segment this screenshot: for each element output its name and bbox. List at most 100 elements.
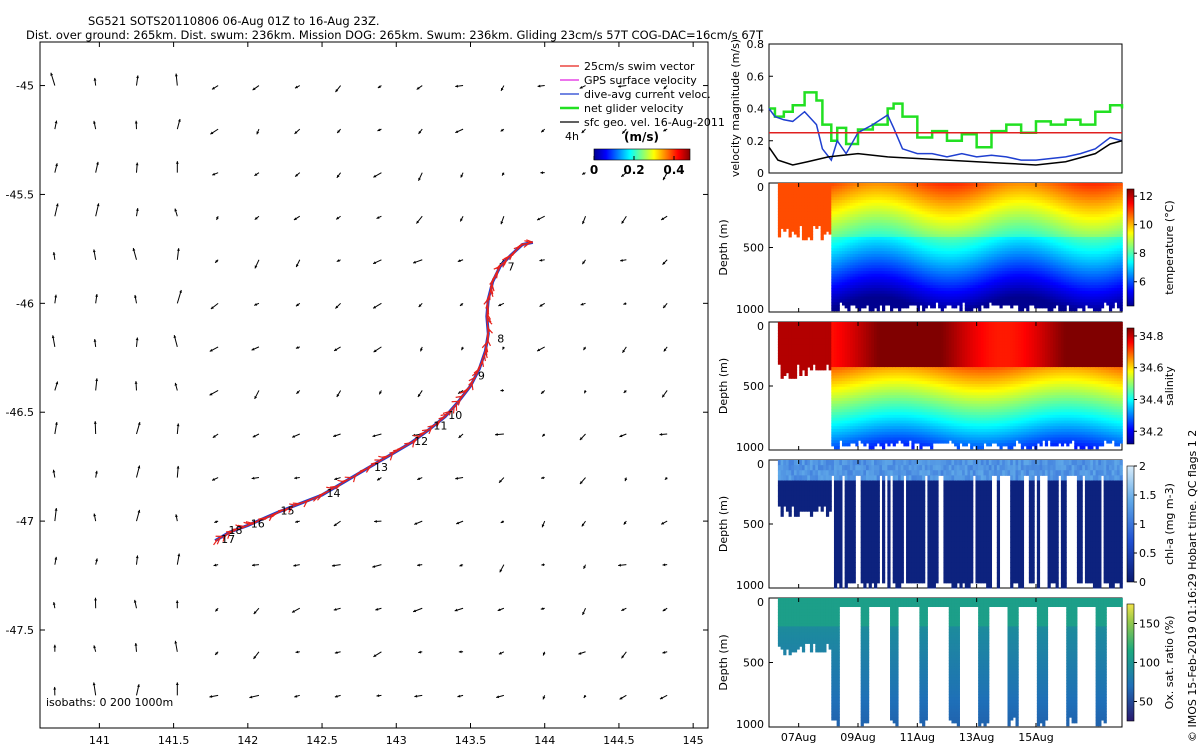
profile-sample [815,225,819,229]
geo-vector-head [96,161,99,165]
geo-vector-head [214,520,218,523]
geo-vector-head [623,302,627,305]
chart-title-line2: Dist. over ground: 265km. Dist. swum: 23… [26,28,763,42]
geo-vector-head [373,261,377,264]
geo-vector-head [500,128,504,132]
day-label-8: 8 [497,333,504,346]
geo-vector-head [331,564,335,567]
geo-vector-head [50,72,54,76]
geo-vector-head [216,216,219,220]
swim-vector [526,239,534,243]
geo-vector-head [253,611,257,614]
geo-vector-head [542,652,546,656]
geo-vector-head [334,694,338,698]
profile-sample [924,305,928,309]
profile-sample [804,236,808,241]
map-colorbar-title: (m/s) [624,130,659,144]
geo-vector-head [662,650,666,654]
geo-vector-head [54,556,58,560]
geo-vector-head [498,303,502,307]
geo-vector-head [502,172,505,176]
legend-4h-label: 4h [565,130,579,143]
geo-vector-head [55,381,59,385]
map-panel: 141 141.5 142 142.5 143 143.5 144 144.5 145-45-4… [6,41,725,747]
geo-vector-head [414,522,418,525]
geo-vector-head [624,478,628,482]
geo-vector-head [333,434,337,438]
map-xtick-label: 145 [683,734,704,747]
geo-vector-head [580,302,584,306]
profile-sample [959,305,963,309]
geo-vector-head [134,381,138,384]
map-ytick-label: -45.5 [6,188,34,201]
geo-vector-head [495,433,498,436]
geo-vector-head [579,481,583,485]
geo-vector-head [461,347,464,351]
geo-vector-head [541,390,544,394]
geo-vector-head [420,348,423,352]
profile-sample [1026,307,1030,312]
profile-sample [836,307,840,312]
geo-vector-head [662,394,665,398]
profile-sample [809,231,814,235]
geo-vector-head [333,607,337,611]
geo-vector-head [256,131,260,135]
geo-vector-head [418,304,422,308]
map-axes-frame [39,41,709,729]
geo-vector-head [52,469,56,473]
velocity-ylabel: velocity magnitude (m/s) [729,39,742,177]
velocity-ytick-label: 0.8 [747,38,765,51]
geo-vector-head [251,347,255,351]
geo-vector-head [499,569,503,573]
geo-vector-head [173,335,177,339]
geo-vector-head [252,434,256,438]
geo-vector-head [55,163,58,167]
geo-vector-head [137,422,141,425]
geo-vector-head [334,348,338,351]
geo-vector-head [496,695,500,699]
geo-vector-head [95,558,98,562]
profile-sample [836,305,840,309]
geo-vector-head [53,644,57,648]
geo-vector-head [372,565,376,568]
geo-vector-head [542,696,546,700]
geo-vector-head [55,203,59,207]
swim-vector [493,265,501,270]
geo-vector-head [379,391,382,395]
geo-vector-head [296,390,300,394]
geo-vector-head [135,162,139,166]
geo-vector-head [336,216,340,220]
geo-vector-head [134,120,138,124]
profile-sample [959,302,963,306]
day-label-13: 13 [374,461,388,474]
geo-vector-head [174,640,178,644]
geo-vector-head [210,131,214,135]
profile-sample [1052,305,1057,309]
profile-sample [922,307,926,312]
geo-vector-head [582,171,586,175]
geo-vector-head [336,394,340,398]
geo-vector-head [175,682,179,686]
geo-vector-head [537,217,541,221]
profile-sample [940,307,944,312]
geo-vector-head [53,686,57,690]
geo-vector-head [583,565,587,569]
geo-vector-head [335,89,339,93]
geo-vector-head [51,335,55,339]
profile-sample [882,307,886,312]
geo-vector-head [619,696,623,700]
velocity-panel: 00.20.40.60.8 velocity magnitude (m/s) [729,38,1124,180]
profile-sample [836,302,840,306]
profile-sample [809,236,814,241]
profile-sample [796,231,800,235]
geo-vector-head [459,303,463,306]
profile-sample [796,234,800,238]
velocity-ytick-label: 0 [757,167,764,180]
geo-vector-head [582,611,585,615]
geo-vector-head [662,563,666,567]
geo-vector-head [296,264,299,268]
geo-vector-head [414,694,418,698]
profile-sample [783,228,787,232]
geo-vector-head [94,470,98,474]
geo-vector-head [413,260,417,264]
